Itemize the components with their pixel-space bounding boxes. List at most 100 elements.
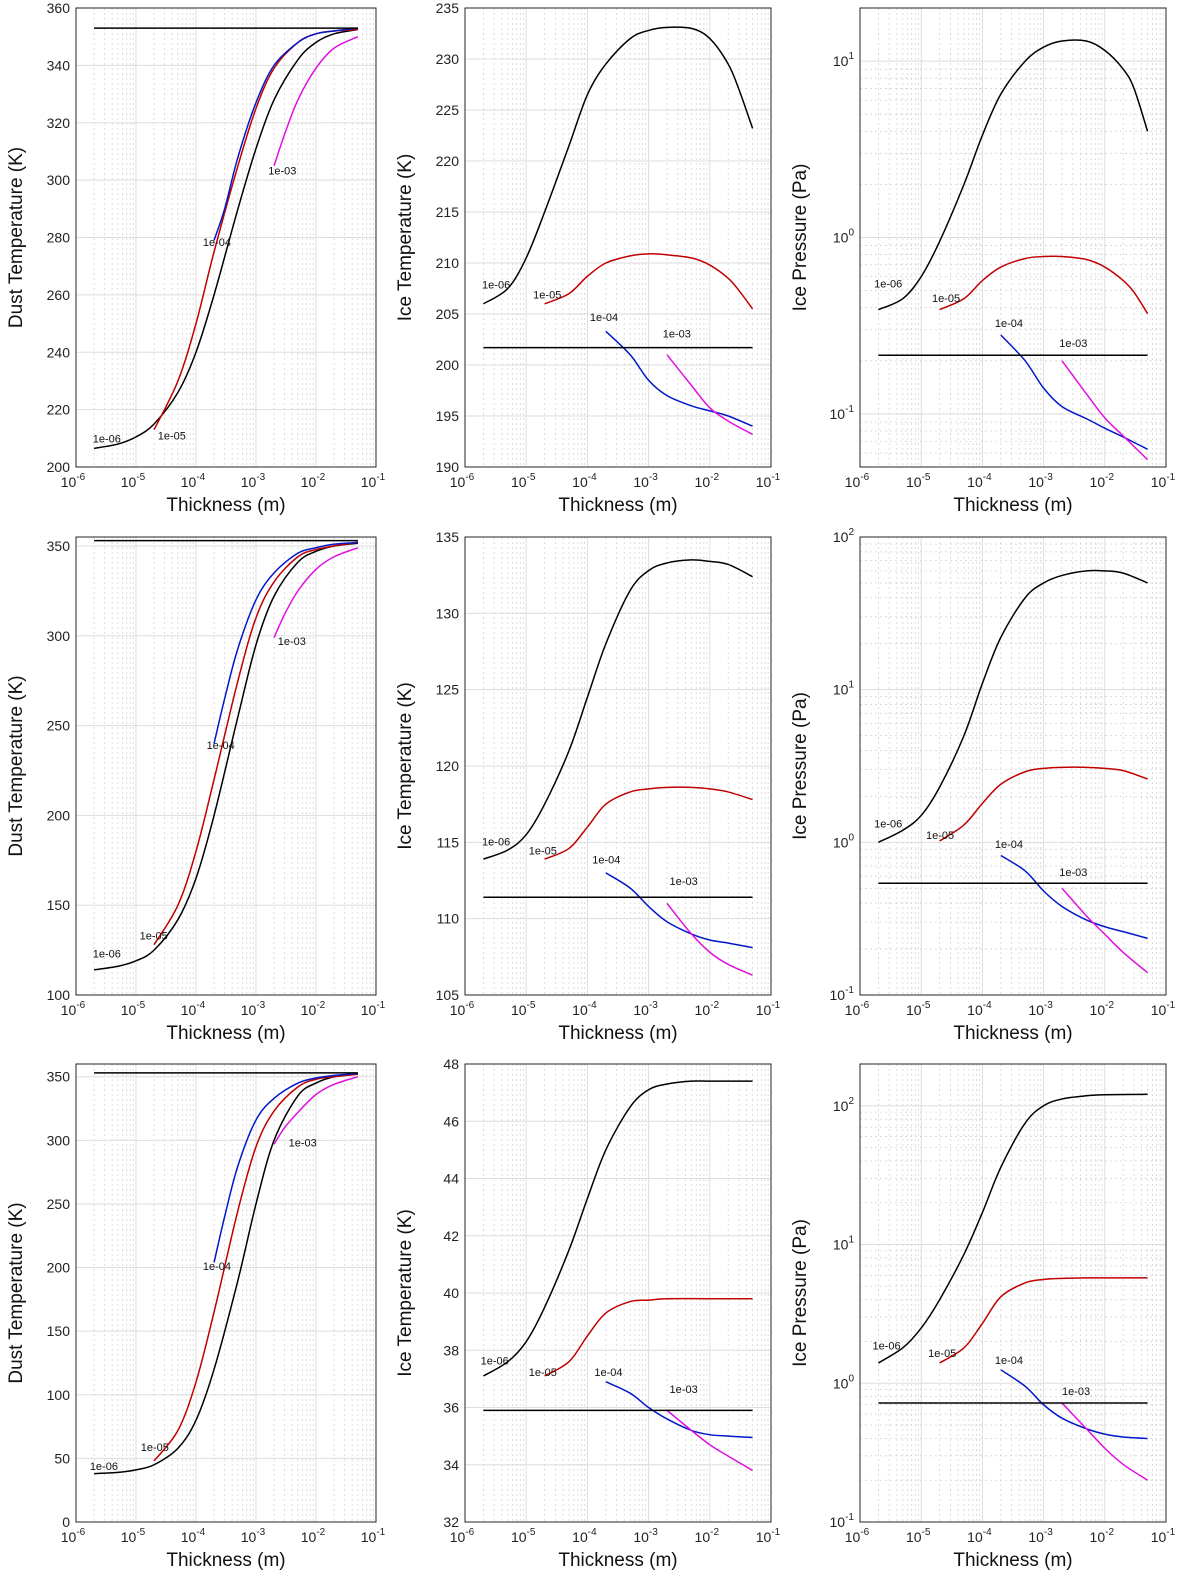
- x-axis-label: Thickness (m): [166, 1550, 285, 1571]
- x-tick-label: 10-1: [1151, 472, 1176, 490]
- series-line-1e-03: [273, 547, 359, 638]
- series-annotation: 1e-05: [928, 1348, 956, 1360]
- x-tick-label: 10-2: [1090, 472, 1115, 490]
- x-tick-label: 10-4: [572, 1527, 597, 1545]
- x-tick-label: 10-4: [181, 1527, 206, 1545]
- series-line-1e-05: [153, 1073, 359, 1462]
- y-tick-label: 300: [47, 172, 71, 188]
- x-tick-label: 10-4: [181, 472, 206, 490]
- y-tick-label: 50: [54, 1450, 70, 1466]
- x-tick-label: 10-4: [181, 1000, 206, 1018]
- x-tick-label: 10-1: [361, 1527, 386, 1545]
- y-tick-label: 105: [436, 987, 460, 1003]
- series-annotation: 1e-04: [594, 1367, 622, 1379]
- chart-r2c1: 10-6 10-5 10-4 10-3 10-2 10-11001502002503003…: [6, 536, 386, 1044]
- series-line-1e-03: [1061, 1402, 1148, 1481]
- x-tick-label: 10-3: [1028, 1000, 1053, 1018]
- y-axis-label: Dust Temperature (K): [6, 675, 27, 856]
- y-tick-label: 10-1: [830, 985, 855, 1003]
- x-tick-label: 10-6: [845, 1000, 870, 1018]
- plot-frame: [464, 7, 772, 468]
- y-tick-label: 100: [833, 1373, 855, 1391]
- y-tick-label: 110: [437, 911, 460, 927]
- plot-frame: [464, 1063, 772, 1523]
- y-axis-label: Ice Temperature (K): [395, 154, 416, 322]
- y-tick-label: 215: [436, 204, 460, 220]
- y-axis-label: Ice Pressure (Pa): [790, 1219, 811, 1367]
- y-tick-label: 46: [443, 1113, 459, 1129]
- series-annotation: 1e-03: [670, 876, 698, 888]
- y-tick-label: 125: [436, 682, 460, 698]
- series-annotation: 1e-03: [268, 165, 296, 177]
- series-annotation: 1e-05: [529, 1367, 557, 1379]
- y-tick-label: 36: [443, 1400, 459, 1416]
- x-tick-label: 10-3: [1028, 1527, 1053, 1545]
- x-axis-label: Thickness (m): [953, 495, 1072, 516]
- series-annotation: 1e-04: [203, 1261, 231, 1273]
- series-annotation: 1e-05: [141, 1442, 169, 1454]
- x-tick-label: 10-3: [633, 1000, 658, 1018]
- chart-r1c2: 10-6 10-5 10-4 10-3 10-2 10-11901952002052102…: [395, 0, 781, 516]
- x-tick-label: 10-4: [967, 1000, 992, 1018]
- y-tick-label: 195: [436, 408, 460, 424]
- y-tick-label: 100: [47, 1387, 71, 1403]
- y-tick-label: 150: [47, 897, 71, 913]
- x-axis-label: Thickness (m): [558, 495, 677, 516]
- x-axis-label: Thickness (m): [953, 1023, 1072, 1044]
- chart-r1c1: 10-6 10-5 10-4 10-3 10-2 10-12002202402602803…: [6, 0, 386, 516]
- x-tick-label: 10-4: [967, 1527, 992, 1545]
- grid: [75, 7, 377, 468]
- y-tick-label: 102: [833, 1096, 855, 1114]
- series-line-1e-03: [1061, 887, 1149, 974]
- y-tick-label: 200: [436, 357, 460, 373]
- x-tick-label: 10-5: [906, 1527, 931, 1545]
- y-tick-label: 260: [47, 287, 71, 303]
- x-axis-label: Thickness (m): [166, 1023, 285, 1044]
- series-line-1e-03: [1061, 360, 1149, 461]
- x-tick-label: 10-3: [241, 1000, 266, 1018]
- grid: [859, 7, 1167, 468]
- series-line-1e-04: [1000, 854, 1148, 940]
- series-line-1e-06: [93, 542, 359, 971]
- y-axis-label: Ice Temperature (K): [395, 1209, 416, 1377]
- grid: [464, 536, 772, 996]
- y-tick-label: 100: [833, 228, 855, 246]
- x-tick-label: 10-1: [756, 1527, 781, 1545]
- y-tick-label: 250: [47, 1196, 71, 1212]
- y-tick-label: 350: [47, 1069, 71, 1085]
- series-line-1e-06: [483, 26, 754, 305]
- series-line-1e-03: [666, 1409, 753, 1472]
- series-line-1e-04: [1000, 334, 1148, 450]
- plot-frame: [75, 1063, 377, 1523]
- x-tick-label: 10-6: [845, 472, 870, 490]
- y-tick-label: 101: [833, 1235, 855, 1253]
- x-tick-label: 10-6: [845, 1527, 870, 1545]
- series-line-1e-04: [213, 27, 359, 241]
- chart-r3c2: 10-6 10-5 10-4 10-3 10-2 10-13234363840424446…: [395, 1056, 781, 1571]
- x-axis-label: Thickness (m): [166, 495, 285, 516]
- series-annotation: 1e-06: [482, 836, 510, 848]
- series-annotation: 1e-06: [481, 1356, 509, 1368]
- y-tick-label: 101: [833, 51, 855, 69]
- series-annotation: 1e-06: [874, 819, 902, 831]
- y-tick-label: 120: [436, 758, 460, 774]
- x-tick-label: 10-2: [695, 472, 720, 490]
- x-tick-label: 10-5: [511, 1000, 536, 1018]
- y-tick-label: 10-1: [830, 1512, 855, 1530]
- series-annotation: 1e-03: [1059, 338, 1087, 350]
- y-tick-label: 38: [443, 1342, 459, 1358]
- series-annotation: 1e-04: [995, 839, 1023, 851]
- x-axis-label: Thickness (m): [558, 1550, 677, 1571]
- y-tick-label: 130: [436, 605, 460, 621]
- x-tick-label: 10-4: [967, 472, 992, 490]
- series-group: [878, 569, 1149, 974]
- series-annotation: 1e-04: [995, 318, 1023, 330]
- x-tick-label: 10-5: [121, 472, 146, 490]
- series-annotation: 1e-04: [592, 855, 620, 867]
- x-axis-label: Thickness (m): [558, 1023, 677, 1044]
- series-line-1e-05: [544, 786, 753, 860]
- y-tick-label: 190: [436, 459, 460, 475]
- grid: [859, 536, 1167, 996]
- x-tick-label: 10-2: [695, 1527, 720, 1545]
- plot-frame: [859, 536, 1167, 996]
